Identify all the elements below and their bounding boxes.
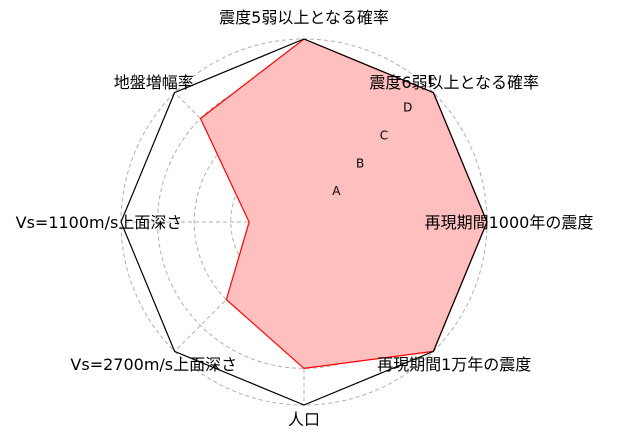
axis-label-4: 再現期間1万年の震度 <box>377 355 531 374</box>
radar-frame <box>120 38 488 406</box>
ring-label-layer: A B C D E <box>332 73 435 198</box>
axis-label-3: 再現期間1000年の震度 <box>425 213 594 232</box>
ring-label-D: D <box>403 101 412 115</box>
ring-label-B: B <box>356 156 364 170</box>
axis-label-5: 人口 <box>288 410 320 429</box>
axis-label-6: Vs=2700m/s上面深さ <box>70 355 237 374</box>
axis-label-8: 地盤増幅率 <box>114 73 194 92</box>
ring-label-C: C <box>380 129 388 143</box>
axis-label-2: 震度6弱以上となる確率 <box>369 73 539 92</box>
ring-label-A: A <box>332 184 341 198</box>
axis-label-7: Vs=1100m/s上面深さ <box>16 213 183 232</box>
frame-layer <box>120 38 488 406</box>
axis-label-1: 震度5弱以上となる確率 <box>219 8 389 27</box>
axis-label-layer: 震度5弱以上となる確率震度6弱以上となる確率再現期間1000年の震度再現期間1万… <box>16 8 594 429</box>
ring-label-E: E <box>428 73 436 87</box>
